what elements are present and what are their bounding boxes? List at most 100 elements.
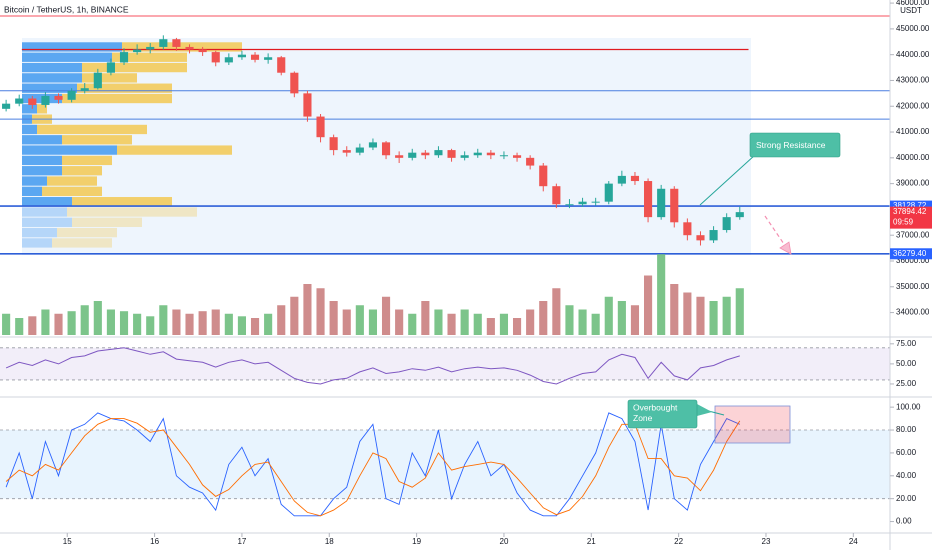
volume-bar <box>250 318 260 335</box>
candle-body <box>41 95 50 105</box>
candle-body <box>617 175 626 184</box>
x-tick-label: 23 <box>762 537 771 546</box>
candle-body <box>237 54 246 58</box>
profile-down <box>62 155 112 166</box>
volume-bar <box>709 301 718 335</box>
candle-body <box>80 88 89 91</box>
volume-bar <box>381 296 391 335</box>
candle-body <box>670 188 679 223</box>
candle-body <box>395 155 404 158</box>
x-tick-label: 16 <box>150 537 159 546</box>
volume-bar <box>67 311 76 335</box>
x-tick-label: 24 <box>849 537 858 546</box>
profile-down <box>82 62 187 73</box>
y-tick-label: 40000.00 <box>896 153 930 162</box>
profile-down <box>62 135 132 145</box>
profile-down <box>112 52 187 62</box>
profile-down <box>67 207 197 217</box>
candle-body <box>250 54 260 60</box>
volume-bar <box>526 309 535 335</box>
candle-body <box>512 155 522 158</box>
candle-body <box>185 46 194 50</box>
y-tick-label: 50.00 <box>896 359 917 368</box>
candle-body <box>486 152 495 156</box>
candle-body <box>421 152 430 156</box>
profile-up <box>22 104 37 114</box>
x-tick-label: 17 <box>237 537 246 546</box>
candle-body <box>93 72 102 89</box>
profile-down <box>117 145 232 155</box>
candle-body <box>644 181 653 218</box>
profile-up <box>22 124 37 135</box>
candle-body <box>604 183 613 202</box>
price-tag <box>890 248 932 260</box>
profile-down <box>37 104 47 114</box>
volume-bar <box>80 305 89 335</box>
callout-box <box>749 132 841 158</box>
profile-up <box>22 238 52 248</box>
profile-down <box>37 124 147 135</box>
candle-body <box>565 204 574 206</box>
candle-body <box>499 155 509 157</box>
candle-body <box>696 235 705 241</box>
candle-body <box>303 93 312 117</box>
volume-bar <box>342 309 351 335</box>
axis-unit: USDT <box>900 6 922 15</box>
candle-body <box>119 52 129 63</box>
x-tick-label: 19 <box>412 537 421 546</box>
profile-down <box>57 227 117 238</box>
candle-body <box>578 201 587 205</box>
volume-bar <box>670 284 679 335</box>
volume-bar <box>2 313 11 335</box>
volume-bar <box>630 305 640 335</box>
y-tick-label: 40.00 <box>896 471 917 480</box>
profile-down <box>47 176 97 186</box>
candle-body <box>106 62 115 73</box>
candle-body <box>172 39 181 47</box>
x-tick-label: 21 <box>587 537 596 546</box>
candle-body <box>526 157 535 166</box>
y-tick-label: 46000.00 <box>896 0 930 7</box>
overlay-layer: Strong Resistance Overbought Zone <box>627 132 841 444</box>
candle-body <box>657 188 666 218</box>
volume-bar <box>447 313 456 335</box>
candle-body <box>54 95 63 100</box>
volume-bar <box>355 305 364 335</box>
plot-layer <box>2 35 744 517</box>
callout-pointer <box>699 154 756 206</box>
x-tick-label: 22 <box>674 537 683 546</box>
profile-down <box>62 93 172 104</box>
profile-up <box>22 217 72 227</box>
arrow-head <box>779 241 792 255</box>
volume-bar <box>604 296 613 335</box>
volume-bar <box>329 301 338 335</box>
candle-body <box>552 186 561 205</box>
candle-body <box>473 152 482 156</box>
volume-bar <box>591 313 600 335</box>
profile-down <box>62 166 102 176</box>
volume-bar <box>237 316 246 335</box>
candle-body <box>15 98 24 104</box>
candle-body <box>683 222 692 236</box>
profile-up <box>22 197 72 207</box>
profile-down <box>42 186 102 197</box>
x-tick-label: 15 <box>63 537 72 546</box>
y-tick-label: 0.00 <box>896 517 912 526</box>
candle-body <box>211 52 220 63</box>
candle-body <box>224 57 233 63</box>
stoch-line <box>5 418 741 517</box>
candle-body <box>460 155 469 158</box>
y-tick-label: 25.00 <box>896 379 917 388</box>
volume-bar <box>93 301 102 335</box>
price-tag-label: 38128.72 <box>893 201 927 210</box>
profile-up <box>22 207 67 217</box>
y-tick-label: 100.00 <box>896 402 921 411</box>
y-tick-label: 75.00 <box>896 339 917 348</box>
candle-body <box>342 150 351 153</box>
candle-body <box>630 175 640 182</box>
volume-bar <box>28 316 37 335</box>
candle-body <box>381 142 391 156</box>
profile-up <box>22 52 112 62</box>
volume-bar <box>368 309 378 335</box>
volume-bar <box>617 301 626 335</box>
